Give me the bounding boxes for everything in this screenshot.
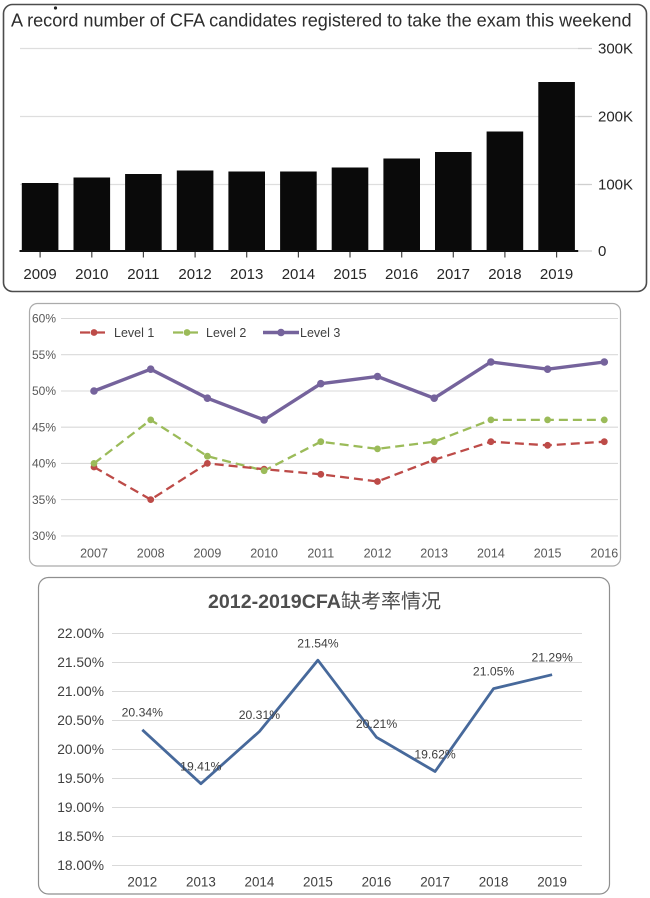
svg-text:21.29%: 21.29%: [531, 650, 572, 664]
svg-text:20.21%: 20.21%: [356, 717, 397, 731]
svg-text:21.54%: 21.54%: [297, 636, 338, 650]
svg-text:0: 0: [598, 243, 606, 260]
svg-text:20.34%: 20.34%: [122, 705, 163, 719]
svg-text:2013: 2013: [186, 875, 216, 890]
svg-text:2019: 2019: [537, 875, 567, 890]
svg-text:2014: 2014: [477, 547, 505, 561]
svg-text:300K: 300K: [598, 41, 633, 58]
svg-text:19.50%: 19.50%: [57, 771, 104, 786]
svg-text:Level 1: Level 1: [114, 326, 154, 340]
svg-text:30%: 30%: [32, 529, 56, 543]
svg-text:2017: 2017: [437, 266, 470, 283]
svg-text:35%: 35%: [32, 493, 56, 507]
svg-text:Level 2: Level 2: [206, 326, 246, 340]
svg-text:22.00%: 22.00%: [57, 626, 104, 641]
svg-text:200K: 200K: [598, 109, 633, 126]
svg-text:2018: 2018: [479, 875, 509, 890]
svg-text:2016: 2016: [362, 875, 392, 890]
svg-text:20.50%: 20.50%: [57, 713, 104, 728]
svg-text:2013: 2013: [230, 266, 263, 283]
svg-text:20.31%: 20.31%: [239, 708, 280, 722]
svg-text:50%: 50%: [32, 384, 56, 398]
svg-text:2016: 2016: [385, 266, 418, 283]
svg-text:2012-2019CFA: 2012-2019CFA: [208, 591, 341, 613]
svg-text:21.05%: 21.05%: [473, 664, 514, 678]
svg-text:2007: 2007: [80, 547, 108, 561]
svg-text:100K: 100K: [598, 177, 633, 194]
svg-text:2010: 2010: [75, 266, 108, 283]
svg-text:19.41%: 19.41%: [180, 759, 221, 773]
svg-text:60%: 60%: [32, 312, 56, 326]
svg-text:Level 3: Level 3: [300, 326, 340, 340]
svg-text:2012: 2012: [364, 547, 392, 561]
svg-text:2018: 2018: [488, 266, 521, 283]
svg-text:2014: 2014: [245, 875, 275, 890]
svg-text:19.62%: 19.62%: [414, 747, 455, 761]
svg-text:2009: 2009: [193, 547, 221, 561]
svg-text:18.00%: 18.00%: [57, 858, 104, 873]
svg-text:2015: 2015: [333, 266, 366, 283]
svg-text:2010: 2010: [250, 547, 278, 561]
svg-text:2012: 2012: [178, 266, 211, 283]
svg-text:18.50%: 18.50%: [57, 829, 104, 844]
svg-text:21.50%: 21.50%: [57, 655, 104, 670]
svg-text:2011: 2011: [127, 266, 159, 283]
svg-text:20.00%: 20.00%: [57, 742, 104, 757]
svg-text:2014: 2014: [282, 266, 315, 283]
svg-text:2008: 2008: [137, 547, 165, 561]
svg-text:2012: 2012: [127, 875, 157, 890]
svg-text:19.00%: 19.00%: [57, 800, 104, 815]
svg-text:2019: 2019: [540, 266, 573, 283]
svg-text:2015: 2015: [534, 547, 562, 561]
svg-text:2015: 2015: [303, 875, 333, 890]
svg-text:21.00%: 21.00%: [57, 684, 104, 699]
svg-text:55%: 55%: [32, 348, 56, 362]
svg-text:2009: 2009: [23, 266, 56, 283]
svg-text:40%: 40%: [32, 457, 56, 471]
svg-text:2013: 2013: [420, 547, 448, 561]
svg-text:45%: 45%: [32, 420, 56, 434]
svg-text:2016: 2016: [590, 547, 618, 561]
svg-text:A record number of CFA candida: A record number of CFA candidates regist…: [11, 11, 632, 31]
svg-text:2017: 2017: [420, 875, 450, 890]
svg-text:2011: 2011: [307, 547, 334, 561]
